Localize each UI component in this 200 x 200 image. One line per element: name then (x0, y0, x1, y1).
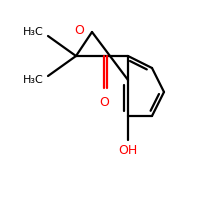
Text: H₃C: H₃C (23, 27, 44, 37)
Text: O: O (74, 23, 84, 36)
Text: OH: OH (118, 144, 138, 157)
Text: O: O (99, 96, 109, 109)
Text: H₃C: H₃C (23, 75, 44, 85)
